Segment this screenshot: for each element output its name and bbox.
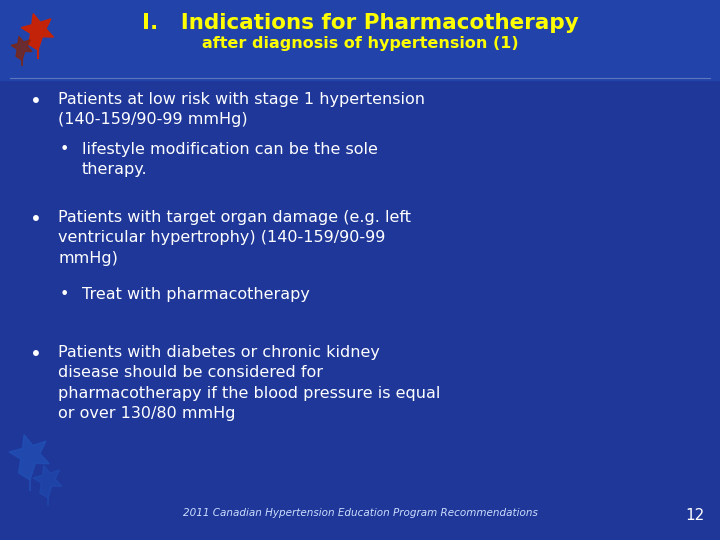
Text: •: • (30, 92, 42, 111)
Text: •: • (60, 287, 69, 302)
Text: I.   Indications for Pharmacotherapy: I. Indications for Pharmacotherapy (142, 13, 578, 33)
Polygon shape (11, 36, 32, 60)
Text: lifestyle modification can be the sole
therapy.: lifestyle modification can be the sole t… (82, 142, 378, 178)
Text: Patients with diabetes or chronic kidney
disease should be considered for
pharma: Patients with diabetes or chronic kidney… (58, 345, 441, 421)
Polygon shape (21, 14, 53, 50)
Text: 2011 Canadian Hypertension Education Program Recommendations: 2011 Canadian Hypertension Education Pro… (183, 508, 537, 518)
Text: •: • (30, 210, 42, 229)
Text: after diagnosis of hypertension (1): after diagnosis of hypertension (1) (202, 36, 518, 51)
Bar (0, 0, 720, 80)
Text: 12: 12 (685, 508, 705, 523)
Text: •: • (30, 345, 42, 364)
Text: Patients with target organ damage (e.g. left
ventricular hypertrophy) (140-159/9: Patients with target organ damage (e.g. … (58, 210, 411, 266)
Polygon shape (33, 465, 62, 498)
Text: Patients at low risk with stage 1 hypertension
(140-159/90-99 mmHg): Patients at low risk with stage 1 hypert… (58, 92, 425, 127)
Polygon shape (9, 435, 50, 480)
Text: Treat with pharmacotherapy: Treat with pharmacotherapy (82, 287, 310, 302)
Text: •: • (60, 142, 69, 157)
